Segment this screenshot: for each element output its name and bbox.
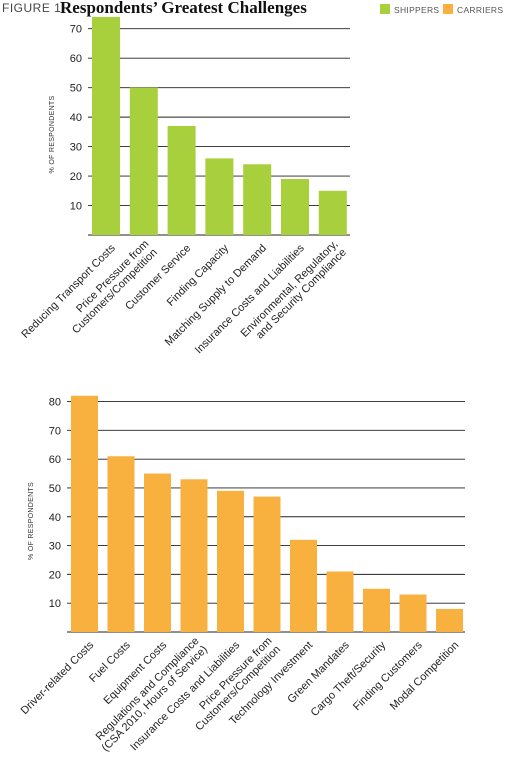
y-tick-label: 50 xyxy=(49,483,61,495)
y-axis-label: % OF RESPONDENTS xyxy=(49,96,56,174)
figure-label: FIGURE 1 xyxy=(2,1,62,15)
y-tick-label: 60 xyxy=(70,53,82,65)
legend-swatch-shippers xyxy=(380,4,390,14)
bar-insurance-costs-and-liabilities xyxy=(217,490,244,632)
y-tick-label: 30 xyxy=(70,142,82,154)
bar-regulations-and-compliance-csa-2010-hours-of-service xyxy=(180,479,208,632)
bar-modal-competition xyxy=(436,608,463,632)
bar-price-pressure-from-customers-competition xyxy=(129,87,158,236)
legend-label-shippers: SHIPPERS xyxy=(394,5,440,15)
bar-driver-related-costs xyxy=(71,395,98,632)
category-label: Driver-related Costs xyxy=(19,639,97,717)
bar-customer-service xyxy=(167,125,196,235)
bar-matching-supply-to-demand xyxy=(243,164,272,235)
bar-technology-investment xyxy=(290,539,317,632)
bar-cargo-theft-security xyxy=(363,588,390,632)
y-tick-label: 20 xyxy=(49,569,61,581)
y-tick-label: 40 xyxy=(49,512,61,524)
bar-price-pressure-from-customers-competition xyxy=(253,496,281,632)
figure-title: Respondents’ Greatest Challenges xyxy=(60,0,307,17)
category-label: Finding Customers xyxy=(351,639,425,713)
y-tick-label: 10 xyxy=(49,598,61,610)
figure-header: FIGURE 1 Respondents’ Greatest Challenge… xyxy=(0,0,515,20)
bar-insurance-costs-and-liabilities xyxy=(281,179,309,235)
category-label: Green Mandates xyxy=(285,639,352,706)
y-tick-label: 30 xyxy=(49,541,61,553)
legend-label-carriers: CARRIERS xyxy=(457,5,504,15)
legend-item-carriers: CARRIERS xyxy=(443,4,503,15)
y-tick-label: 10 xyxy=(70,201,82,213)
bar-reducing-transport-costs xyxy=(92,16,120,235)
legend-swatch-carriers xyxy=(443,4,453,14)
bar-equipment-costs xyxy=(144,473,171,632)
bar-green-mandates xyxy=(326,571,354,632)
bar-finding-customers xyxy=(399,594,427,632)
y-tick-label: 50 xyxy=(70,83,82,95)
y-tick-label: 80 xyxy=(49,397,61,409)
y-tick-label: 40 xyxy=(70,112,82,124)
y-tick-label: 60 xyxy=(49,454,61,466)
bar-finding-capacity xyxy=(205,158,234,235)
y-axis-label: % OF RESPONDENTS xyxy=(28,482,35,560)
y-tick-label: 20 xyxy=(70,171,82,183)
bar-fuel-costs xyxy=(107,456,135,632)
y-tick-label: 70 xyxy=(70,24,82,36)
category-label: Modal Competition xyxy=(388,639,461,712)
legend-item-shippers: SHIPPERS xyxy=(380,4,439,15)
bar-environmental-regulatory-and-security-compliance xyxy=(318,190,347,235)
y-tick-label: 70 xyxy=(49,425,61,437)
